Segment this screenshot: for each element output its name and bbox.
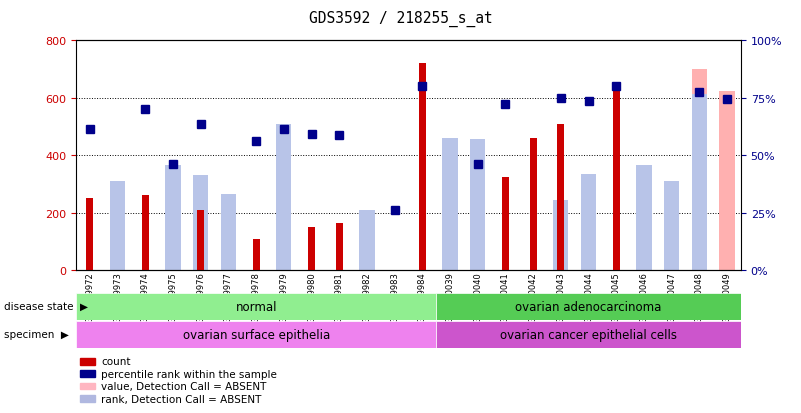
Bar: [221, 243, 236, 271]
Bar: [442, 202, 457, 271]
Bar: [197, 210, 204, 271]
Text: value, Detection Call = ABSENT: value, Detection Call = ABSENT: [101, 381, 266, 391]
Text: normal: normal: [235, 300, 277, 313]
Bar: [636, 166, 651, 271]
Bar: [276, 124, 292, 271]
Bar: [87, 199, 94, 271]
Bar: [360, 255, 375, 271]
Bar: [336, 223, 343, 271]
Bar: [636, 239, 651, 271]
Text: disease state  ▶: disease state ▶: [4, 301, 88, 311]
Bar: [719, 91, 735, 271]
Text: GDS3592 / 218255_s_at: GDS3592 / 218255_s_at: [308, 10, 493, 26]
Bar: [221, 195, 236, 271]
Bar: [470, 140, 485, 271]
Bar: [360, 210, 375, 271]
Bar: [692, 70, 707, 271]
Bar: [553, 200, 569, 271]
Text: ovarian cancer epithelial cells: ovarian cancer epithelial cells: [500, 328, 677, 341]
Bar: [437, 293, 741, 320]
Bar: [502, 178, 509, 271]
Bar: [142, 196, 149, 271]
Text: rank, Detection Call = ABSENT: rank, Detection Call = ABSENT: [101, 394, 261, 404]
Bar: [581, 240, 596, 271]
Bar: [692, 94, 707, 271]
Text: count: count: [101, 356, 131, 366]
Bar: [664, 245, 679, 271]
Text: percentile rank within the sample: percentile rank within the sample: [101, 369, 277, 379]
Bar: [252, 239, 260, 271]
Bar: [664, 182, 679, 271]
Text: specimen  ▶: specimen ▶: [4, 329, 69, 339]
Bar: [76, 293, 437, 320]
Bar: [110, 243, 125, 271]
Bar: [470, 195, 485, 271]
Bar: [437, 321, 741, 348]
Bar: [557, 124, 565, 271]
Bar: [166, 166, 181, 271]
Bar: [419, 64, 426, 271]
Bar: [308, 228, 315, 271]
Bar: [442, 139, 457, 271]
Text: ovarian surface epithelia: ovarian surface epithelia: [183, 328, 330, 341]
Bar: [193, 176, 208, 271]
Bar: [110, 182, 125, 271]
Bar: [581, 175, 596, 271]
Bar: [276, 156, 292, 271]
Bar: [613, 84, 620, 271]
Bar: [529, 139, 537, 271]
Bar: [166, 239, 181, 271]
Bar: [76, 321, 437, 348]
Text: ovarian adenocarcinoma: ovarian adenocarcinoma: [515, 300, 662, 313]
